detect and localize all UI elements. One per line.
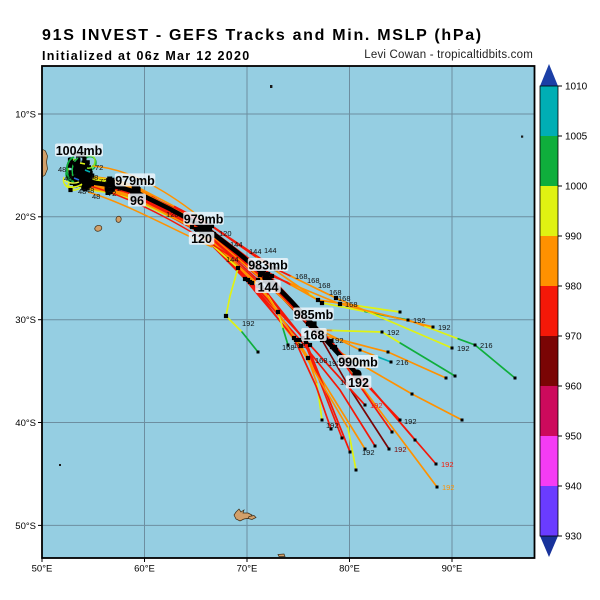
svg-text:990mb: 990mb xyxy=(338,356,378,370)
svg-text:940: 940 xyxy=(565,482,582,493)
svg-text:216: 216 xyxy=(396,358,409,367)
svg-text:144: 144 xyxy=(264,246,277,255)
svg-text:40°S: 40°S xyxy=(15,418,36,429)
svg-text:192: 192 xyxy=(404,417,417,426)
svg-text:192: 192 xyxy=(442,483,455,492)
svg-text:144: 144 xyxy=(226,255,239,264)
svg-text:168: 168 xyxy=(338,294,351,303)
svg-text:979mb: 979mb xyxy=(184,212,224,226)
svg-text:192: 192 xyxy=(387,328,400,337)
svg-text:72: 72 xyxy=(108,189,116,198)
svg-text:144: 144 xyxy=(230,240,243,249)
svg-text:48: 48 xyxy=(90,173,98,182)
svg-text:1005: 1005 xyxy=(565,132,588,143)
svg-text:168: 168 xyxy=(315,356,328,365)
svg-text:192: 192 xyxy=(331,336,344,345)
svg-text:980: 980 xyxy=(565,282,582,293)
svg-text:168: 168 xyxy=(318,281,331,290)
svg-text:168: 168 xyxy=(329,288,342,297)
svg-text:70°E: 70°E xyxy=(237,564,258,575)
svg-text:983mb: 983mb xyxy=(248,259,288,273)
svg-text:168: 168 xyxy=(307,276,320,285)
svg-text:144: 144 xyxy=(258,281,279,295)
svg-text:216: 216 xyxy=(480,341,493,350)
svg-text:168: 168 xyxy=(304,329,325,343)
svg-text:192: 192 xyxy=(441,460,454,469)
svg-text:90°E: 90°E xyxy=(442,564,463,575)
svg-text:1010: 1010 xyxy=(565,82,588,93)
svg-text:192: 192 xyxy=(326,421,339,430)
svg-text:168: 168 xyxy=(295,272,308,281)
svg-text:960: 960 xyxy=(565,382,582,393)
svg-text:60°E: 60°E xyxy=(134,564,155,575)
svg-text:950: 950 xyxy=(565,432,582,443)
svg-text:930: 930 xyxy=(565,532,582,543)
svg-text:48: 48 xyxy=(58,165,66,174)
svg-text:192: 192 xyxy=(370,401,383,410)
svg-text:1004mb: 1004mb xyxy=(56,144,103,158)
svg-text:168: 168 xyxy=(282,343,295,352)
svg-text:192: 192 xyxy=(394,445,407,454)
svg-text:96: 96 xyxy=(130,194,144,208)
svg-text:985mb: 985mb xyxy=(294,308,334,322)
svg-text:120: 120 xyxy=(166,210,179,219)
svg-text:50°S: 50°S xyxy=(15,521,36,532)
svg-text:48: 48 xyxy=(64,174,72,183)
svg-text:20°S: 20°S xyxy=(15,212,36,223)
svg-text:192: 192 xyxy=(413,316,426,325)
svg-text:192: 192 xyxy=(348,376,369,390)
svg-text:80°E: 80°E xyxy=(339,564,360,575)
svg-text:120: 120 xyxy=(191,232,212,246)
svg-text:192: 192 xyxy=(362,448,375,457)
svg-text:10°S: 10°S xyxy=(15,109,36,120)
svg-text:192: 192 xyxy=(328,359,341,368)
svg-text:979mb: 979mb xyxy=(115,174,155,188)
svg-text:48: 48 xyxy=(92,192,100,201)
svg-text:48: 48 xyxy=(86,186,94,195)
svg-text:72: 72 xyxy=(99,177,107,186)
svg-text:168: 168 xyxy=(345,300,358,309)
svg-text:192: 192 xyxy=(242,319,255,328)
svg-text:50°E: 50°E xyxy=(32,564,53,575)
svg-text:990: 990 xyxy=(565,232,582,243)
svg-text:144: 144 xyxy=(249,247,262,256)
svg-text:192: 192 xyxy=(457,344,470,353)
svg-text:970: 970 xyxy=(565,332,582,343)
svg-text:192: 192 xyxy=(438,323,451,332)
svg-text:1000: 1000 xyxy=(565,182,588,193)
svg-text:30°S: 30°S xyxy=(15,315,36,326)
svg-text:72: 72 xyxy=(95,163,103,172)
svg-text:48: 48 xyxy=(78,187,86,196)
svg-text:120: 120 xyxy=(219,229,232,238)
svg-text:192: 192 xyxy=(293,341,306,350)
